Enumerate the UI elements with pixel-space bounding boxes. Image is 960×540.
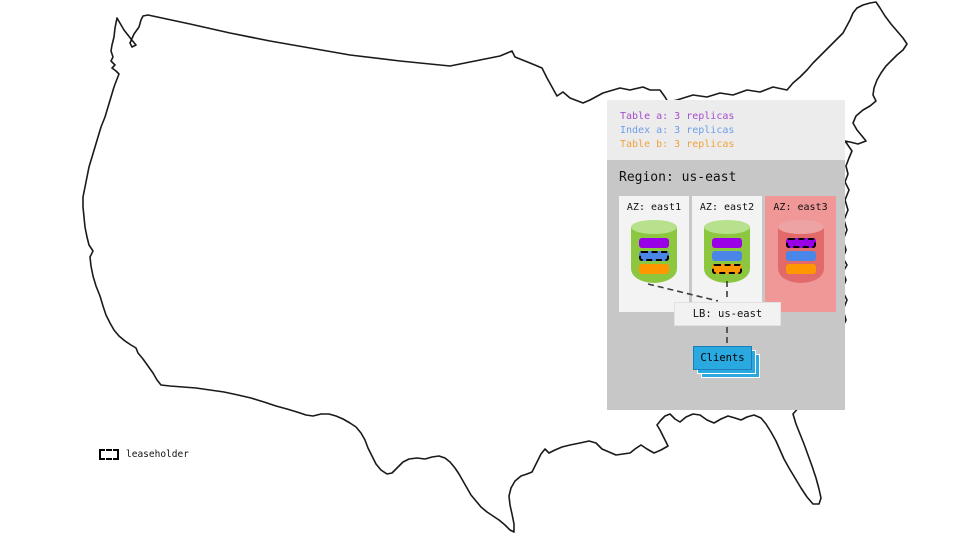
- az-label-east1: AZ: east1: [626, 202, 682, 213]
- replica-bar-table-a-leaseholder: [786, 238, 816, 248]
- clients-box: Clients: [693, 346, 760, 378]
- clients-label: Clients: [700, 352, 745, 364]
- replica-bar-table-a: [712, 238, 742, 248]
- db-cylinder-east3: [778, 220, 824, 283]
- az-box-east1: AZ: east1: [619, 196, 689, 312]
- replica-bar-table-b-leaseholder: [712, 264, 742, 274]
- db-cylinder-east1: [631, 220, 677, 283]
- az-box-east2: AZ: east2: [692, 196, 762, 312]
- replica-bar-index-a-leaseholder: [639, 251, 669, 261]
- az-label-east3: AZ: east3: [773, 202, 828, 213]
- replica-bar-index-a: [786, 251, 816, 261]
- load-balancer-box: LB: us-east: [674, 302, 781, 326]
- leaseholder-key: leaseholder: [99, 449, 189, 460]
- replica-bar-table-b: [786, 264, 816, 274]
- region-title: Region: us-east: [619, 170, 737, 185]
- load-balancer-label: LB: us-east: [692, 308, 763, 320]
- db-cylinder-east2: [704, 220, 750, 283]
- legend-item-table-a: Table a: 3 replicas: [620, 111, 735, 122]
- region-panel: Region: us-east AZ: east1 AZ: east2 AZ: …: [607, 160, 845, 410]
- az-box-east3: AZ: east3: [765, 196, 836, 312]
- cylinder-top: [778, 220, 824, 234]
- legend-item-index-a: Index a: 3 replicas: [620, 125, 735, 136]
- leaseholder-swatch-icon: [99, 449, 119, 460]
- cylinder-top: [704, 220, 750, 234]
- cylinder-top: [631, 220, 677, 234]
- replica-legend-panel: Table a: 3 replicas Index a: 3 replicas …: [607, 100, 845, 160]
- replica-bar-table-b: [639, 264, 669, 274]
- az-label-east2: AZ: east2: [699, 202, 755, 213]
- replica-bar-table-a: [639, 238, 669, 248]
- clients-front-card: Clients: [693, 346, 752, 370]
- replica-bar-index-a: [712, 251, 742, 261]
- legend-item-table-b: Table b: 3 replicas: [620, 139, 735, 150]
- leaseholder-key-label: leaseholder: [126, 449, 189, 460]
